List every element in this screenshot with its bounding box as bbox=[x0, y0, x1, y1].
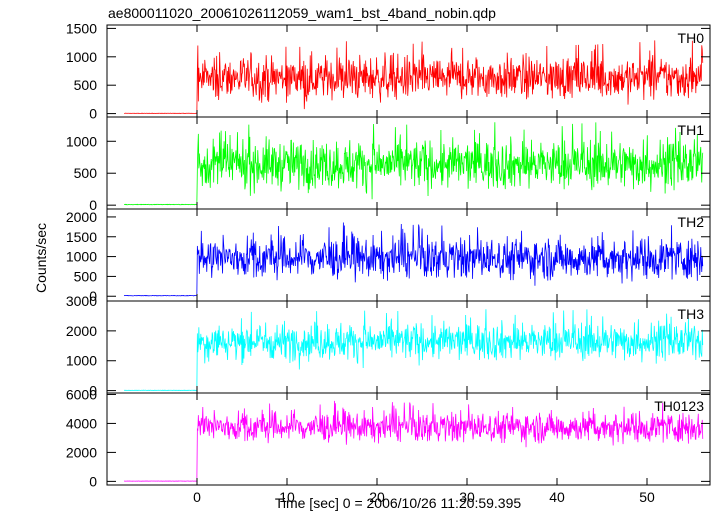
panel-label-th3: TH3 bbox=[678, 306, 705, 322]
series-line-th2 bbox=[123, 222, 704, 297]
y-tick-label: 1000 bbox=[66, 133, 97, 149]
y-tick-label: 6000 bbox=[66, 386, 97, 402]
panel-label-th2: TH2 bbox=[678, 214, 705, 230]
chart-title: ae800011020_20061026112059_wam1_bst_4ban… bbox=[108, 5, 496, 21]
y-tick-label: 2000 bbox=[66, 444, 97, 460]
y-tick-label: 500 bbox=[74, 77, 98, 93]
x-tick-label: 40 bbox=[549, 489, 565, 505]
x-tick-label: 30 bbox=[459, 489, 475, 505]
y-tick-label: 1500 bbox=[66, 20, 97, 36]
y-axis-label: Counts/sec bbox=[33, 223, 49, 293]
panel-frame bbox=[106, 392, 711, 486]
x-tick-label: 0 bbox=[193, 489, 201, 505]
y-tick-label: 0 bbox=[89, 473, 97, 489]
y-tick-label: 0 bbox=[89, 106, 97, 122]
panel-stack: 050010001500TH005001000TH105001000150020… bbox=[66, 20, 711, 505]
y-tick-label: 1000 bbox=[66, 353, 97, 369]
series-line-th3 bbox=[124, 309, 704, 391]
y-tick-label: 0 bbox=[89, 288, 97, 304]
y-tick-label: 2000 bbox=[66, 209, 97, 225]
y-tick-label: 500 bbox=[74, 165, 98, 181]
y-tick-label: 0 bbox=[89, 197, 97, 213]
y-tick-label: 1000 bbox=[66, 49, 97, 65]
panel-th3: 0 1000 2000 3000 TH3 bbox=[66, 293, 711, 399]
y-tick-label: 1500 bbox=[66, 229, 97, 245]
y-tick-label: 1000 bbox=[66, 249, 97, 265]
panel-label-th1: TH1 bbox=[678, 122, 705, 138]
y-tick-label: 2000 bbox=[66, 323, 97, 339]
panel-label-th0: TH0 bbox=[678, 30, 705, 46]
series-line-th0 bbox=[124, 40, 704, 114]
panel-th2: 0 500 1000 1500 2000 TH2 bbox=[66, 208, 711, 304]
panel-label-th0123: TH0123 bbox=[654, 398, 704, 414]
y-tick-label: 0 bbox=[89, 383, 97, 399]
x-tick-label: 10 bbox=[279, 489, 295, 505]
y-tick-label: 500 bbox=[74, 268, 98, 284]
panel-th0: 0 500 1000 1500 TH0 bbox=[66, 20, 711, 122]
x-tick-label: 50 bbox=[639, 489, 655, 505]
y-tick-label: 3000 bbox=[66, 293, 97, 309]
series-line-th1 bbox=[123, 122, 704, 206]
x-axis-label: Time [sec] 0 = 2006/10/26 11:20:59.395 bbox=[275, 495, 522, 511]
series-line-th0123 bbox=[124, 400, 704, 482]
y-tick-label: 4000 bbox=[66, 415, 97, 431]
panel-th1: 0 500 1000 TH1 bbox=[66, 116, 711, 213]
x-tick-label: 20 bbox=[369, 489, 385, 505]
